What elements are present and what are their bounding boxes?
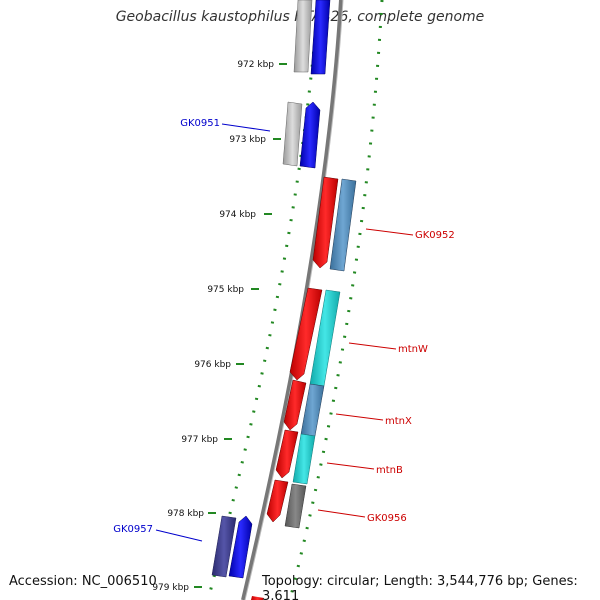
gene-GK0951-arrow[interactable] [299,101,321,169]
gene-GK0952-bar[interactable] [329,178,357,272]
tick-track [206,0,384,600]
gene-label-GK0957[interactable]: GK0957 [113,524,153,535]
genome-backbone-highlight [244,0,344,600]
tick-label-973: 973 kbp [229,135,266,145]
gene-label-mtnW[interactable]: mtnW [398,344,428,355]
reverse-strand [251,176,357,600]
gene-GK0956-bar[interactable] [284,483,307,529]
major-tick [264,213,272,215]
gene-mtnX-bar[interactable] [300,383,325,437]
tick-label-974: 974 kbp [219,210,256,220]
gene-label-mtnB[interactable]: mtnB [376,465,403,476]
tick-label-978: 978 kbp [167,509,204,519]
gene-arrow[interactable] [310,0,331,75]
gene-label-GK0956[interactable]: GK0956 [367,513,407,524]
leader-mtnX [335,413,384,421]
gene-mtnX-arrow[interactable] [283,379,307,431]
major-ticks [194,63,287,588]
tick-label-975: 975 kbp [207,285,244,295]
gene-shadow[interactable] [282,101,303,167]
major-tick [224,438,232,440]
scale-labels: 972 kbp 973 kbp 974 kbp 975 kbp 976 kbp … [152,60,274,593]
tick-label-976: 976 kbp [194,360,231,370]
tick-label-979: 979 kbp [152,583,189,593]
genome-summary-text: Topology: circular; Length: 3,544,776 bp… [262,574,578,600]
tick-label-972: 972 kbp [237,60,274,70]
major-tick [194,586,202,588]
label-leaders [155,123,414,542]
leader-mtnB [326,462,375,470]
gene-labels: GK0951 GK0957 GK0952 mtnW mtnX mtnB GK09… [113,118,455,535]
major-tick [251,288,259,290]
gene-arrow-partial[interactable] [251,596,264,600]
major-tick [273,138,281,140]
genome-backbone [241,0,343,600]
gene-mtnW-arrow[interactable] [289,287,323,381]
gene-shadow[interactable] [293,0,313,73]
forward-strand [211,0,331,579]
gene-mtnB-bar[interactable] [292,433,316,485]
leader-mtnW [348,342,397,350]
major-tick [208,512,216,514]
major-tick [279,63,287,65]
gene-label-mtnX[interactable]: mtnX [385,416,412,427]
gene-GK0957-arrow[interactable] [228,515,253,579]
leader-GK0951 [221,123,271,132]
major-tick [236,363,244,365]
accession-text: Accession: NC_006510 [9,574,157,589]
leader-GK0956 [317,509,366,518]
gene-GK0956-arrow[interactable] [266,479,289,523]
gene-mtnB-arrow[interactable] [275,429,299,479]
leader-GK0957 [155,529,203,542]
leader-GK0952 [365,228,414,236]
tick-label-977: 977 kbp [181,435,218,445]
right-dot-track [288,0,384,600]
gene-label-GK0952[interactable]: GK0952 [415,230,455,241]
gene-shadow-navy[interactable] [211,515,237,578]
gene-label-GK0951[interactable]: GK0951 [180,118,220,129]
gene-GK0952-arrow[interactable] [312,176,339,269]
